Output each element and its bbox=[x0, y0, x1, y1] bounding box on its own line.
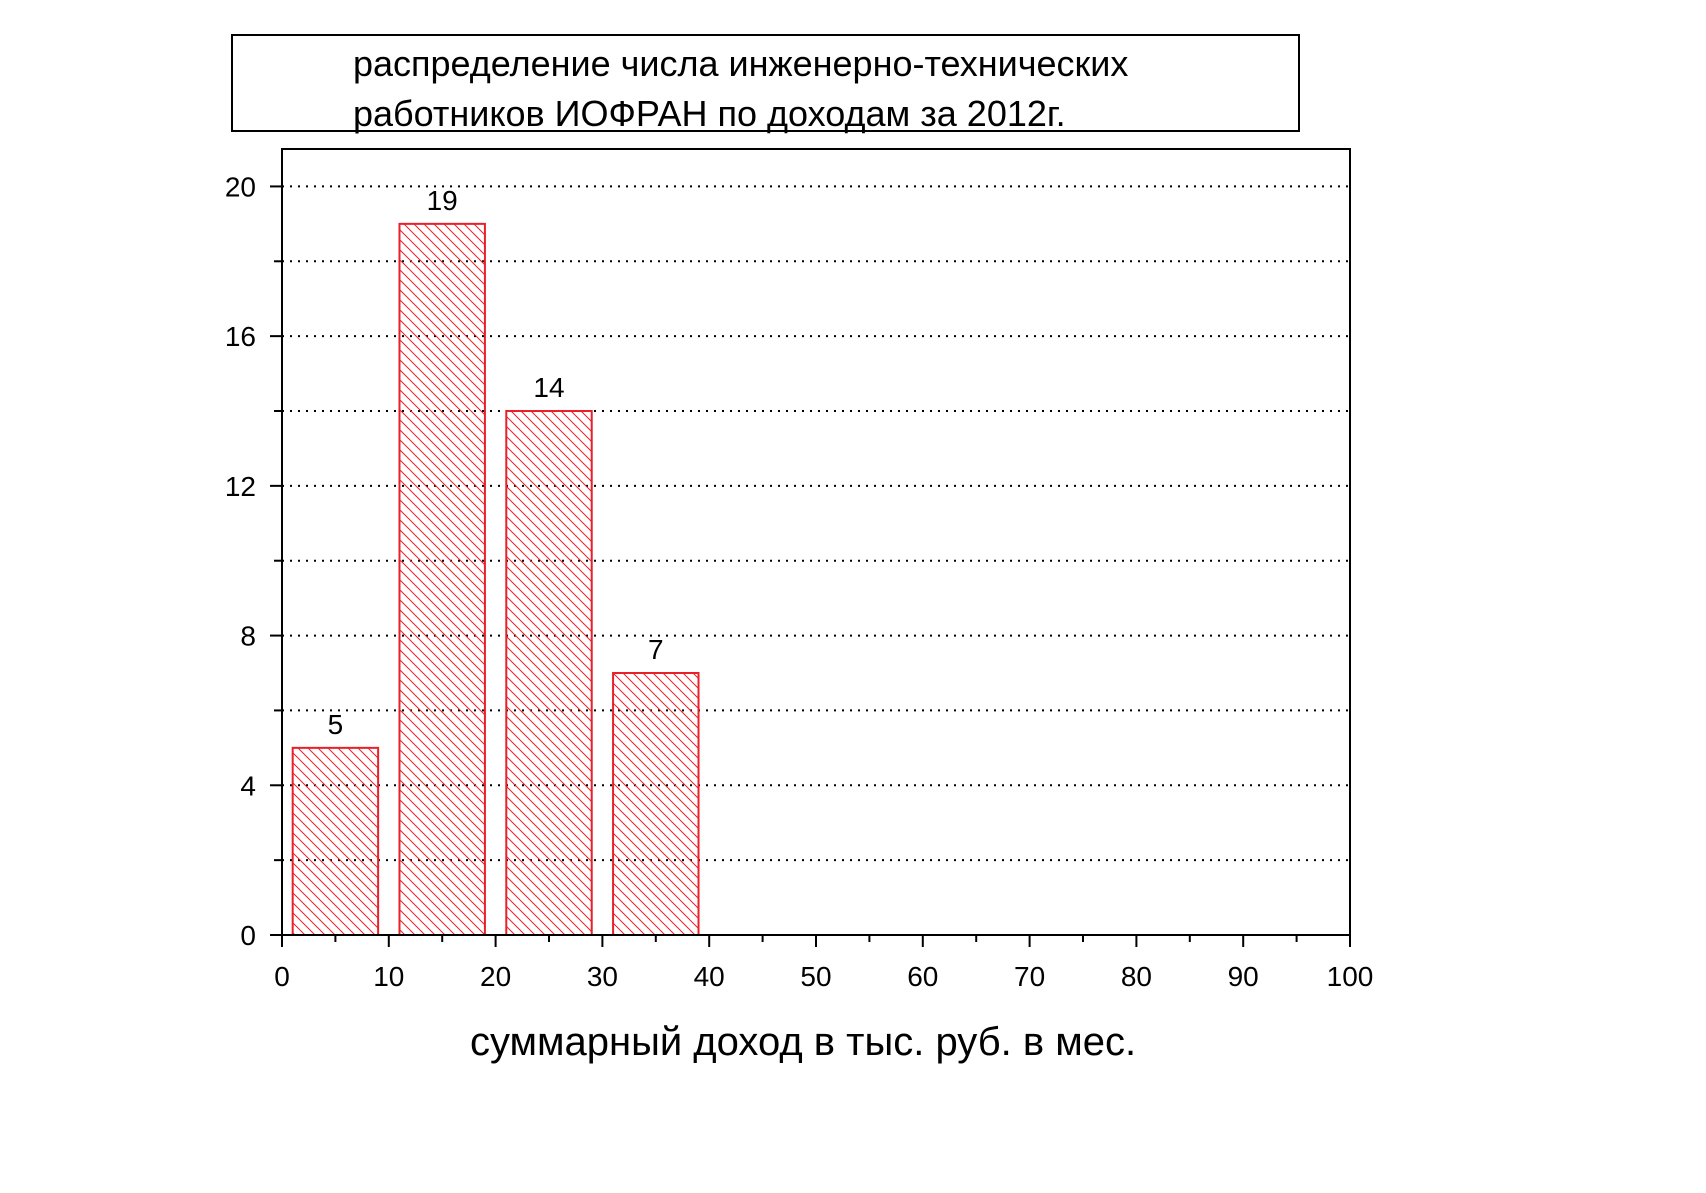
x-tick-label: 60 bbox=[907, 961, 938, 992]
chart-title-line-2: работников ИОФРАН по доходам за 2012г. bbox=[353, 93, 1066, 134]
y-tick-label: 8 bbox=[240, 621, 256, 652]
x-tick-label: 10 bbox=[373, 961, 404, 992]
x-tick-label: 40 bbox=[694, 961, 725, 992]
y-tick-label: 0 bbox=[240, 920, 256, 951]
x-tick-label: 70 bbox=[1014, 961, 1045, 992]
axis-ticks bbox=[270, 185, 1351, 947]
chart-title-line-1: распределение числа инженерно-технически… bbox=[353, 43, 1129, 84]
x-tick-label: 50 bbox=[800, 961, 831, 992]
bar-value-label: 7 bbox=[648, 634, 664, 665]
bar-value-label: 5 bbox=[328, 709, 344, 740]
bar bbox=[505, 410, 593, 936]
bar bbox=[291, 746, 380, 936]
bar-value-label: 14 bbox=[533, 372, 564, 403]
y-tick-label: 12 bbox=[225, 471, 256, 502]
y-tick-label: 16 bbox=[225, 321, 256, 352]
x-tick-label: 90 bbox=[1228, 961, 1259, 992]
y-tick-label: 4 bbox=[240, 770, 256, 801]
bars: 5 19 14 7 bbox=[291, 185, 700, 937]
histogram-chart: 5 19 14 7 0 4 8 12 16 20 0 10 20 30 40 50 60 70 80 90 100 bbox=[225, 148, 1374, 992]
x-tick-label: 80 bbox=[1121, 961, 1152, 992]
chart-title-box: распределение числа инженерно-технически… bbox=[231, 34, 1300, 132]
bar bbox=[398, 222, 486, 937]
x-axis-label: суммарный доход в тыс. руб. в мес. bbox=[469, 1020, 1137, 1064]
bar-value-label: 19 bbox=[427, 185, 458, 216]
x-tick-label: 100 bbox=[1327, 961, 1374, 992]
x-tick-label: 0 bbox=[274, 961, 290, 992]
tick-labels: 0 4 8 12 16 20 0 10 20 30 40 50 60 70 80 90 100 bbox=[225, 171, 1374, 992]
x-tick-label: 20 bbox=[480, 961, 511, 992]
y-tick-label: 20 bbox=[225, 171, 256, 202]
x-tick-label: 30 bbox=[587, 961, 618, 992]
bar bbox=[612, 672, 700, 936]
